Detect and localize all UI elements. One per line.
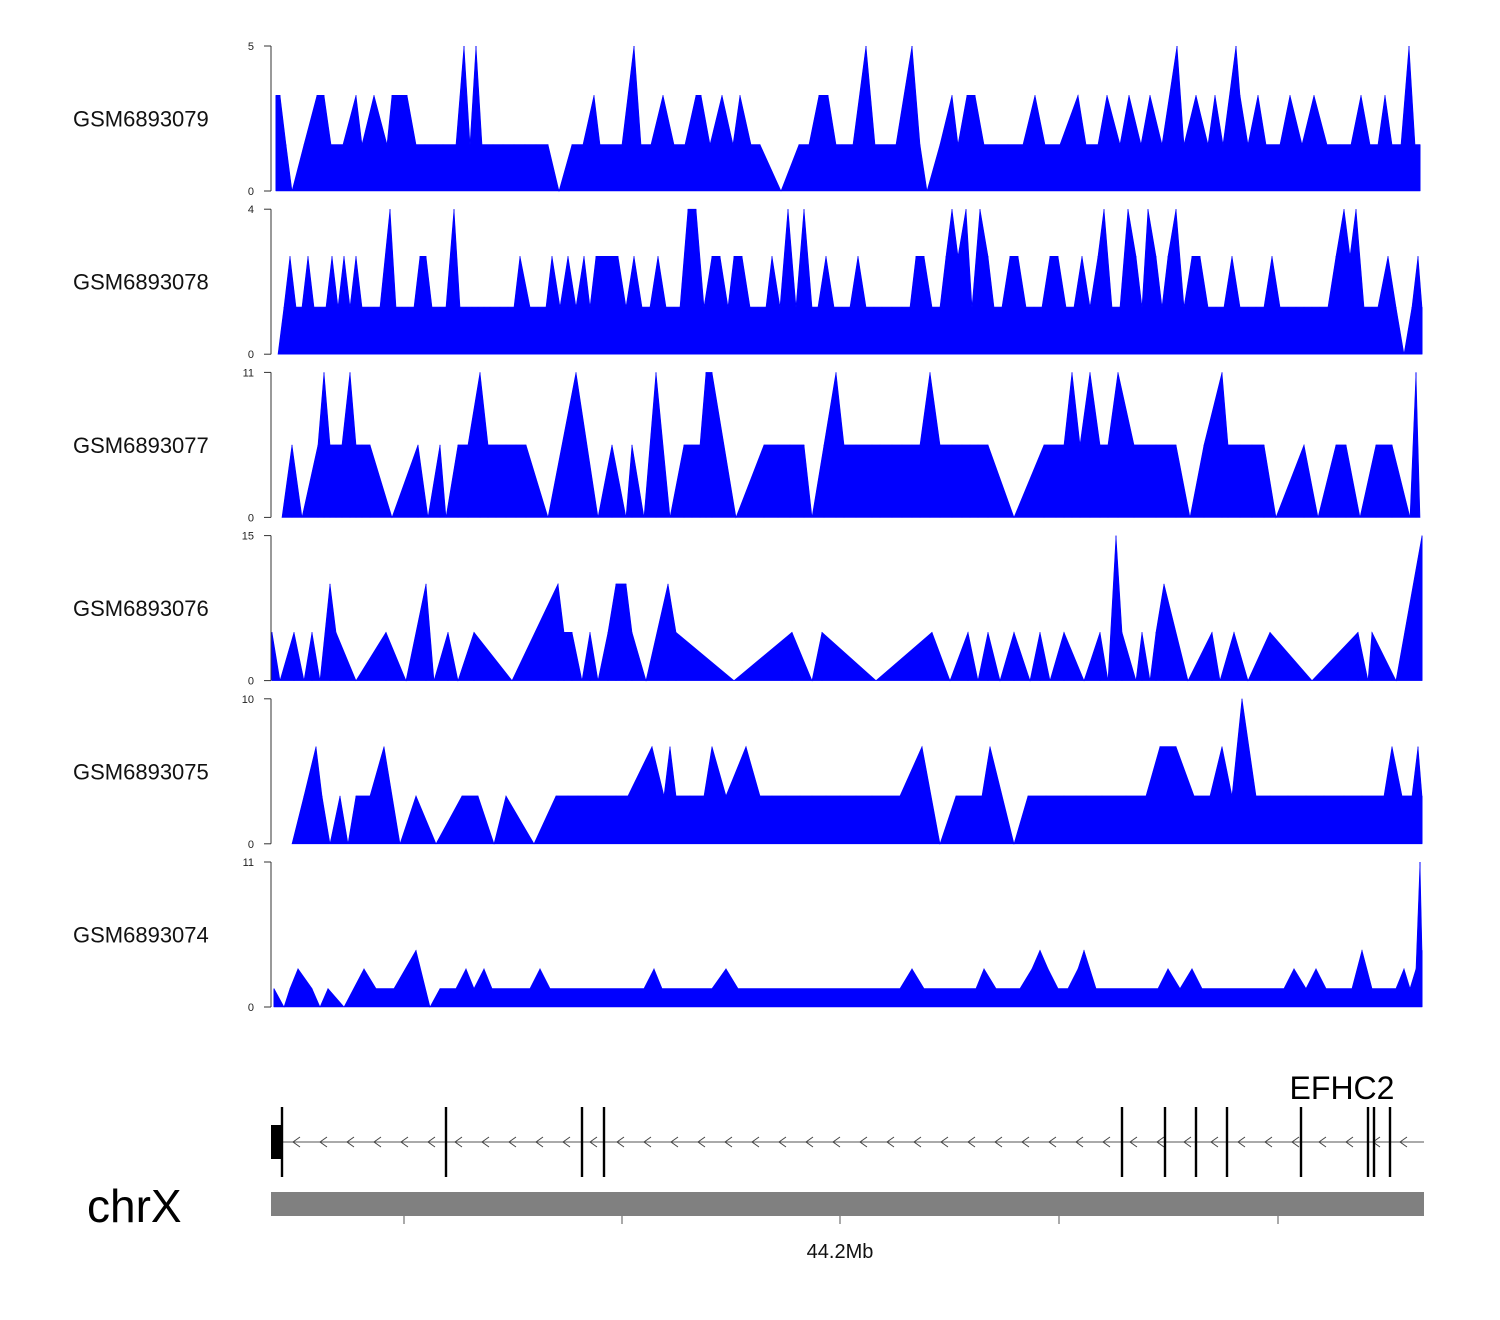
strand-arrow-icon (859, 1136, 868, 1148)
exon-mark (444, 1107, 448, 1177)
track-label: GSM6893075 (73, 759, 209, 784)
strand-arrow-icon (778, 1136, 787, 1148)
chromosome-label: chrX (87, 1180, 182, 1232)
y-min-label: 0 (248, 186, 254, 198)
strand-arrow-icon (319, 1136, 328, 1148)
y-max-label: 11 (243, 857, 254, 869)
coverage-area (291, 698, 1423, 845)
strand-arrow-icon (724, 1136, 733, 1148)
exon-mark (280, 1107, 284, 1177)
strand-arrow-icon (1237, 1136, 1246, 1148)
coverage-track: GSM6893078 4 0 (73, 204, 1423, 361)
gene-track: EFHC2 (271, 1070, 1424, 1177)
gene-exons (280, 1107, 1392, 1177)
strand-arrow-icon (1210, 1136, 1219, 1148)
strand-arrow-icon (832, 1136, 841, 1148)
strand-arrow-icon (589, 1136, 598, 1148)
strand-arrow-icon (508, 1136, 517, 1148)
strand-arrow-icon (967, 1136, 976, 1148)
strand-arrow-icon (751, 1136, 760, 1148)
gene-name-label: EFHC2 (1290, 1070, 1395, 1106)
y-min-label: 0 (248, 839, 254, 851)
strand-arrow-icon (1156, 1136, 1165, 1148)
y-max-label: 15 (242, 531, 254, 543)
exon-mark (1366, 1107, 1370, 1177)
chromosome-ideogram: chrX 44.2Mb (87, 1180, 1424, 1263)
strand-arrow-icon (481, 1136, 490, 1148)
strand-arrow-icon (616, 1136, 625, 1148)
exon-mark (1372, 1107, 1376, 1177)
strand-arrow-icon (1183, 1136, 1192, 1148)
coverage-tracks: GSM689307950GSM689307840GSM6893077110GSM… (73, 41, 1423, 1014)
strand-arrow-icon (886, 1136, 895, 1148)
strand-arrow-icon (643, 1136, 652, 1148)
exon-mark (1194, 1107, 1198, 1177)
strand-arrow-icon (1102, 1136, 1111, 1148)
strand-arrow-icon (1264, 1136, 1273, 1148)
track-label: GSM6893078 (73, 270, 209, 295)
strand-arrow-icon (1318, 1136, 1327, 1148)
y-min-label: 0 (248, 512, 254, 524)
coverage-area (281, 372, 1421, 519)
track-label: GSM6893076 (73, 596, 209, 621)
strand-arrow-icon (805, 1136, 814, 1148)
strand-arrow-icon (427, 1136, 436, 1148)
coverage-area (275, 45, 1421, 193)
track-label: GSM6893074 (73, 923, 209, 948)
strand-arrow-icon (400, 1136, 409, 1148)
coverage-track: GSM6893077 11 0 (73, 367, 1421, 524)
strand-arrow-icon (373, 1136, 382, 1148)
coverage-track: GSM6893074 11 0 (73, 857, 1423, 1014)
exon-mark (602, 1107, 606, 1177)
y-max-label: 11 (243, 367, 254, 379)
strand-arrow-icon (940, 1136, 949, 1148)
strand-arrow-icon (1021, 1136, 1030, 1148)
track-label: GSM6893077 (73, 433, 209, 458)
exon-mark (580, 1107, 584, 1177)
strand-arrow-icon (346, 1136, 355, 1148)
genomic-axis-ticks (403, 1216, 1279, 1224)
strand-arrow-icon (454, 1136, 463, 1148)
coverage-track: GSM6893076 15 0 (73, 531, 1423, 688)
strand-arrow-icon (292, 1136, 301, 1148)
gene-utr-block (271, 1125, 281, 1159)
coverage-track: GSM6893079 5 0 (73, 41, 1421, 198)
strand-arrow-icon (1129, 1136, 1138, 1148)
exon-mark (1163, 1107, 1167, 1177)
strand-arrow-icon (535, 1136, 544, 1148)
y-min-label: 0 (248, 349, 254, 361)
exon-mark (1225, 1107, 1229, 1177)
strand-arrow-icon (1345, 1136, 1354, 1148)
coverage-area (273, 861, 1423, 1008)
strand-arrows (292, 1136, 1408, 1148)
strand-arrow-icon (1075, 1136, 1084, 1148)
strand-arrow-icon (697, 1136, 706, 1148)
exon-mark (1388, 1107, 1392, 1177)
y-min-label: 0 (248, 676, 254, 688)
y-min-label: 0 (248, 1002, 254, 1014)
strand-arrow-icon (994, 1136, 1003, 1148)
strand-arrow-icon (1048, 1136, 1057, 1148)
strand-arrow-icon (913, 1136, 922, 1148)
strand-arrow-icon (562, 1136, 571, 1148)
coverage-area (271, 535, 1423, 682)
exon-mark (1120, 1107, 1124, 1177)
strand-arrow-icon (670, 1136, 679, 1148)
chromosome-bar (271, 1192, 1424, 1216)
strand-arrow-icon (1291, 1136, 1300, 1148)
y-max-label: 4 (248, 204, 254, 216)
y-max-label: 5 (248, 41, 254, 53)
coverage-track: GSM6893075 10 0 (73, 694, 1423, 851)
exon-mark (1299, 1107, 1303, 1177)
track-label: GSM6893079 (73, 107, 209, 132)
strand-arrow-icon (1399, 1136, 1408, 1148)
y-max-label: 10 (242, 694, 254, 706)
genomic-position-label: 44.2Mb (807, 1241, 874, 1263)
